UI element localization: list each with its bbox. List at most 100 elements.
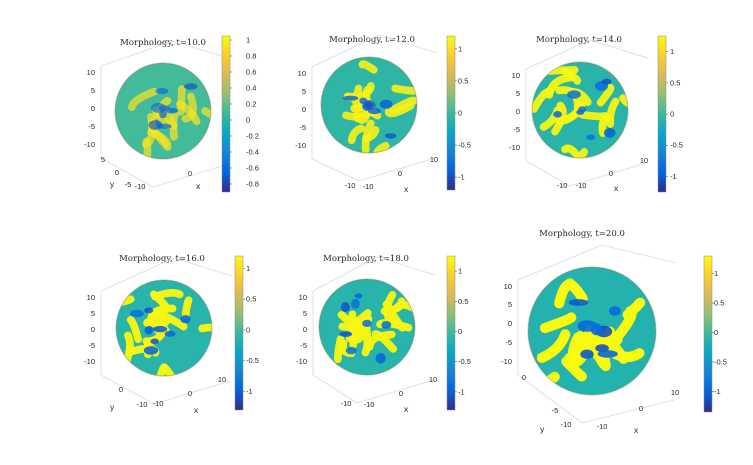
surface-trough xyxy=(157,123,172,129)
surface-ridge xyxy=(561,144,580,158)
y-tick-label: 0 xyxy=(115,168,119,177)
colorbar-gradient xyxy=(657,35,667,193)
surface-trough xyxy=(597,350,618,358)
z-tick-label: 5 xyxy=(303,309,307,318)
x-tick-label: 10 xyxy=(218,375,226,384)
y-tick-label: 0 xyxy=(522,373,526,382)
colorbar-gradient xyxy=(446,255,456,411)
x-tick-label: 0 xyxy=(609,169,613,178)
colorbar: 1 0.8 0.6 0.4 0.2 0 -0.2 -0.4 -0.6 -0.8 xyxy=(221,35,259,193)
sphere-outline xyxy=(320,56,418,154)
y-tick-label: -10 xyxy=(345,181,356,190)
z-tick-label: -10 xyxy=(295,141,306,150)
surface-trough xyxy=(164,330,176,337)
axis-line xyxy=(376,256,436,276)
colorbar-tick-label: -1 xyxy=(670,172,677,181)
axis-line xyxy=(100,40,174,67)
axis-line xyxy=(172,40,232,60)
axis-line xyxy=(100,257,175,292)
surface-trough xyxy=(580,349,594,359)
z-tick-label: 10 xyxy=(87,68,95,77)
colorbar-tick-label: 0 xyxy=(670,110,674,119)
colorbar-tick-label: 1 xyxy=(246,36,250,45)
y-axis-label: y xyxy=(110,402,115,412)
z-tick-label: -10 xyxy=(296,357,307,366)
surface-trough xyxy=(601,78,612,85)
colorbar-tick-label: 0 xyxy=(458,327,462,336)
surface-ridge xyxy=(127,87,159,111)
axis-line xyxy=(378,34,438,54)
colorbar-tick-label: -0.5 xyxy=(458,357,471,366)
z-tick-label: -5 xyxy=(513,125,520,134)
colorbar: 1 0.5 0 -0.5 -1 xyxy=(446,35,471,191)
panel-title: Morphology, t=20.0 xyxy=(539,229,625,239)
surface-ridge xyxy=(622,297,646,320)
colorbar-tick-label: -0.5 xyxy=(670,141,683,150)
surface-ridge xyxy=(156,309,188,331)
colorbar-tick-label: -0.8 xyxy=(246,180,259,189)
surface-trough xyxy=(384,133,397,139)
panel-4: Morphology, t=16.01050-5-100-10y100-10x1… xyxy=(84,254,259,415)
surface-trough xyxy=(362,319,372,327)
surface-ridge xyxy=(146,304,177,326)
y-tick-label: 0 xyxy=(119,385,123,394)
axis-line xyxy=(152,163,230,188)
colorbar-gradient xyxy=(221,35,231,193)
colorbar-tick-label: 0.5 xyxy=(246,295,256,304)
colorbar-tick-label: 0.8 xyxy=(246,52,256,61)
panel-title: Morphology, t=18.0 xyxy=(323,254,409,264)
surface-trough xyxy=(165,108,179,114)
x-axis-label: x xyxy=(196,181,201,191)
surface-ridge xyxy=(561,148,589,158)
colorbar-tick-label: 0 xyxy=(458,109,462,118)
surface-ridge xyxy=(201,107,211,126)
x-tick-label: 0 xyxy=(188,169,192,178)
colorbar-tick-label: -1 xyxy=(246,387,253,396)
z-tick-label: 0 xyxy=(303,325,307,334)
axis-line xyxy=(517,374,583,424)
axis-line xyxy=(311,34,380,68)
surface-trough xyxy=(144,307,154,314)
x-tick-label: 10 xyxy=(429,375,437,384)
axis-line xyxy=(525,39,591,70)
colorbar-tick-label: 0.4 xyxy=(246,84,256,93)
z-tick-label: -10 xyxy=(84,357,95,366)
x-axis-label: x xyxy=(634,425,639,435)
colorbar-tick-label: -0.2 xyxy=(246,132,259,141)
surface-ridge xyxy=(347,309,372,333)
colorbar-tick-label: 1 xyxy=(714,269,718,278)
y-tick-label: 5 xyxy=(101,155,105,164)
surface-trough xyxy=(609,306,621,316)
axis-line xyxy=(100,374,155,405)
colorbar-tick-label: -0.5 xyxy=(246,356,259,365)
colorbar-gradient xyxy=(703,255,713,413)
surface-ridge xyxy=(370,142,390,153)
surface-trough xyxy=(150,338,159,345)
x-tick-label: 0 xyxy=(399,389,403,398)
x-axis-label: x xyxy=(404,184,409,194)
colorbar-tick-label: 0.5 xyxy=(458,76,468,85)
surface-ridge xyxy=(361,119,375,153)
y-axis-label: y xyxy=(110,179,115,189)
x-tick-label: 0 xyxy=(398,169,402,178)
surface-ridge xyxy=(175,100,201,126)
colorbar-tick-label: 0 xyxy=(714,328,718,337)
surface-trough xyxy=(375,353,386,364)
z-tick-label: 5 xyxy=(91,86,95,95)
surface-trough xyxy=(143,346,159,355)
surface-ridge xyxy=(619,94,628,109)
z-tick-label: 5 xyxy=(516,89,520,98)
surface-trough xyxy=(576,109,585,115)
surface-ridge xyxy=(561,356,587,382)
z-tick-label: -5 xyxy=(505,338,512,347)
colorbar-tick-label: 0 xyxy=(246,116,250,125)
colorbar: 1 0.5 0 -0.5 -1 xyxy=(703,255,727,413)
sphere-surface xyxy=(319,279,415,375)
surface-ridge xyxy=(391,84,417,95)
axis-line xyxy=(517,244,603,281)
surface-ridge xyxy=(358,60,378,74)
y-tick-label: -10 xyxy=(135,182,146,191)
x-tick-label: -10 xyxy=(576,181,587,190)
z-tick-label: 0 xyxy=(508,319,512,328)
axis-line xyxy=(581,399,675,424)
